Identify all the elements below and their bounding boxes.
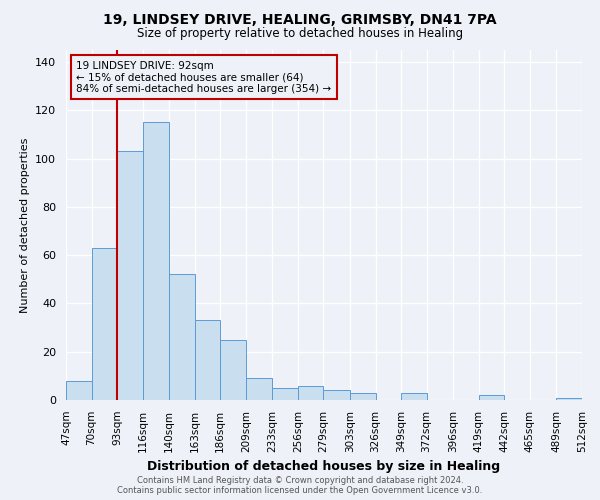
Bar xyxy=(66,380,92,400)
Text: Contains public sector information licensed under the Open Government Licence v3: Contains public sector information licen… xyxy=(118,486,482,495)
Text: Contains HM Land Registry data © Crown copyright and database right 2024.: Contains HM Land Registry data © Crown c… xyxy=(137,476,463,485)
Text: 19 LINDSEY DRIVE: 92sqm
← 15% of detached houses are smaller (64)
84% of semi-de: 19 LINDSEY DRIVE: 92sqm ← 15% of detache… xyxy=(76,60,331,94)
Bar xyxy=(272,388,298,400)
Bar xyxy=(169,274,195,400)
Bar xyxy=(143,122,169,400)
Bar xyxy=(479,395,505,400)
Text: 19, LINDSEY DRIVE, HEALING, GRIMSBY, DN41 7PA: 19, LINDSEY DRIVE, HEALING, GRIMSBY, DN4… xyxy=(103,12,497,26)
Bar xyxy=(246,378,272,400)
X-axis label: Distribution of detached houses by size in Healing: Distribution of detached houses by size … xyxy=(148,460,500,473)
Bar xyxy=(298,386,323,400)
Bar xyxy=(195,320,220,400)
Bar xyxy=(556,398,582,400)
Bar xyxy=(220,340,246,400)
Bar xyxy=(401,393,427,400)
Y-axis label: Number of detached properties: Number of detached properties xyxy=(20,138,29,312)
Bar xyxy=(323,390,350,400)
Bar xyxy=(117,152,143,400)
Bar xyxy=(92,248,117,400)
Text: Size of property relative to detached houses in Healing: Size of property relative to detached ho… xyxy=(137,28,463,40)
Bar xyxy=(350,393,376,400)
